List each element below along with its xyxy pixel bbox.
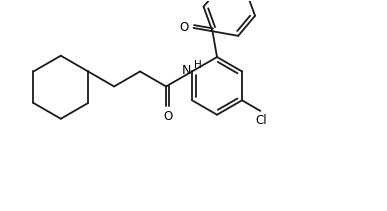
- Text: N: N: [182, 64, 191, 77]
- Text: H: H: [194, 60, 201, 70]
- Text: O: O: [180, 22, 189, 34]
- Text: O: O: [163, 110, 172, 123]
- Text: Cl: Cl: [255, 114, 267, 127]
